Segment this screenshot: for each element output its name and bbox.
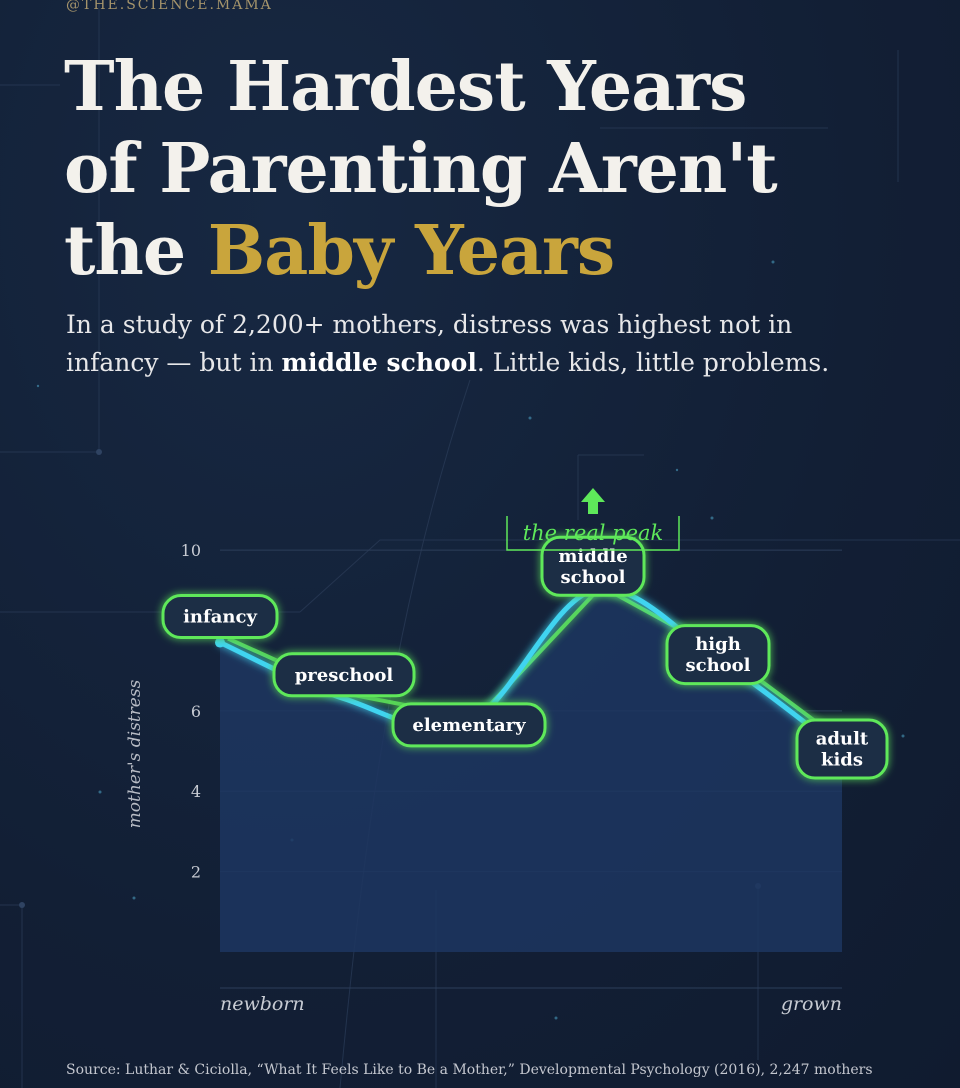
subtitle-bold: middle school — [281, 348, 477, 377]
up-arrow-icon — [581, 488, 605, 514]
y-tick-label: 4 — [191, 782, 201, 801]
category-label-infancy: infancy — [161, 594, 279, 640]
page-title: The Hardest Years of Parenting Aren't th… — [64, 46, 778, 292]
label-text: adult — [816, 729, 869, 750]
label-pill — [391, 702, 547, 748]
title-line-2: of Parenting Aren't — [64, 129, 778, 209]
category-label-preschool: preschool — [272, 652, 416, 698]
y-tick-label: 6 — [191, 702, 201, 721]
peak-bracket — [506, 516, 680, 551]
label-text: school — [560, 567, 625, 588]
category-label-elementary: elementary — [391, 702, 547, 748]
label-pill — [161, 594, 279, 640]
subtitle-line-1: In a study of 2,200+ mothers, distress w… — [66, 310, 793, 339]
source-citation: Source: Luthar & Ciciolla, “What It Feel… — [66, 1062, 873, 1078]
subtitle-line-2-after: . Little kids, little problems. — [476, 348, 830, 377]
y-tick-label: 2 — [191, 863, 201, 882]
label-pill — [540, 535, 646, 597]
subtitle-line-2-before: infancy — but in — [66, 348, 282, 377]
x-axis-label-end: grown — [781, 993, 842, 1015]
label-pill — [795, 718, 889, 780]
title-highlight: Baby Years — [207, 211, 615, 291]
y-tick-label: 10 — [181, 541, 201, 560]
title-line-3-prefix: the — [64, 211, 208, 291]
label-text: school — [685, 655, 750, 676]
data-point — [215, 637, 225, 648]
account-handle: @THE.SCIENCE.MAMA — [66, 0, 273, 13]
subtitle: In a study of 2,200+ mothers, distress w… — [66, 306, 926, 382]
label-text: infancy — [183, 607, 257, 628]
label-text: elementary — [412, 715, 526, 736]
subtitle-line-2: infancy — but in middle school. Little k… — [66, 344, 926, 382]
peak-annotation: the real peak — [523, 521, 664, 545]
label-pill — [665, 624, 771, 686]
title-line-3: the Baby Years — [64, 210, 777, 292]
title-line-1: The Hardest Years — [64, 47, 747, 127]
label-text: middle — [558, 546, 627, 567]
label-text: kids — [821, 750, 863, 771]
label-text: high — [695, 634, 741, 655]
label-text: preschool — [295, 665, 394, 686]
y-axis-label: mother's distress — [125, 679, 145, 828]
x-axis-label-start: newborn — [220, 993, 305, 1015]
label-pill — [272, 652, 416, 698]
